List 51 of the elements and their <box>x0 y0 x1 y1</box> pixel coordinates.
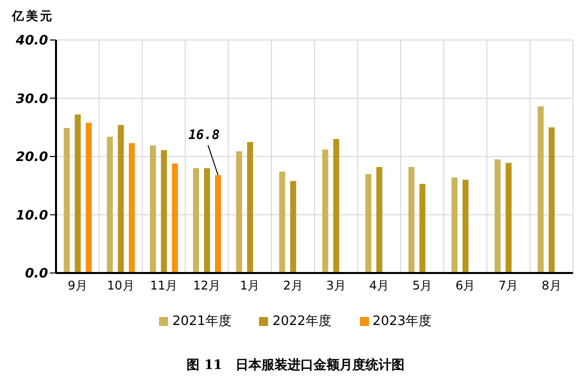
x-tick-label: 3月 <box>326 278 346 293</box>
y-tick-label: 40.0 <box>14 34 48 49</box>
bar <box>419 184 426 273</box>
y-tick-label: 0.0 <box>24 266 48 282</box>
bar <box>538 106 544 273</box>
x-tick-label: 8月 <box>542 278 562 293</box>
bar <box>204 168 210 273</box>
bar <box>290 180 296 273</box>
x-tick-label: 7月 <box>498 278 518 293</box>
x-tick-label: 4月 <box>369 278 389 293</box>
x-tick-label: 6月 <box>455 278 476 293</box>
bar <box>86 122 92 273</box>
bar <box>172 163 178 273</box>
bar <box>548 127 555 273</box>
x-tick-label: 10月 <box>106 278 134 293</box>
bar <box>452 177 458 273</box>
data-label: 16.8 <box>188 128 220 144</box>
x-tick-label: 1月 <box>240 278 260 293</box>
x-tick-label: 11月 <box>150 278 178 293</box>
x-tick-label: 2月 <box>283 278 303 293</box>
bar <box>333 139 340 273</box>
bar <box>150 145 156 273</box>
x-tick-label: 5月 <box>412 278 432 293</box>
bar <box>322 150 328 273</box>
bar <box>236 151 242 273</box>
bar <box>376 166 382 273</box>
bar <box>365 174 372 273</box>
legend-label: 2023年度 <box>372 313 432 330</box>
bar <box>494 159 501 273</box>
bar <box>215 175 222 273</box>
bar <box>247 142 254 273</box>
x-tick-label: 9月 <box>68 278 88 293</box>
y-tick-label: 30.0 <box>16 92 48 107</box>
bar <box>408 166 414 273</box>
bar <box>128 143 135 273</box>
bar <box>160 150 167 273</box>
bar <box>193 168 200 273</box>
bar <box>462 180 469 273</box>
bar <box>106 136 113 273</box>
text: 图 11 日本服装进口金额月度统计图 <box>186 356 406 374</box>
x-tick-label: 12月 <box>193 278 220 293</box>
bar <box>506 162 512 273</box>
y-tick-label: 20.0 <box>16 150 48 166</box>
legend-label: 2022年度 <box>271 313 332 330</box>
bar <box>118 125 124 273</box>
bar <box>74 114 81 273</box>
y-axis-title: 亿美元 <box>12 8 54 25</box>
y-tick-label: 10.0 <box>16 208 48 224</box>
bar <box>64 128 70 273</box>
legend-label: 2021年度 <box>171 313 232 330</box>
bar <box>279 172 286 273</box>
